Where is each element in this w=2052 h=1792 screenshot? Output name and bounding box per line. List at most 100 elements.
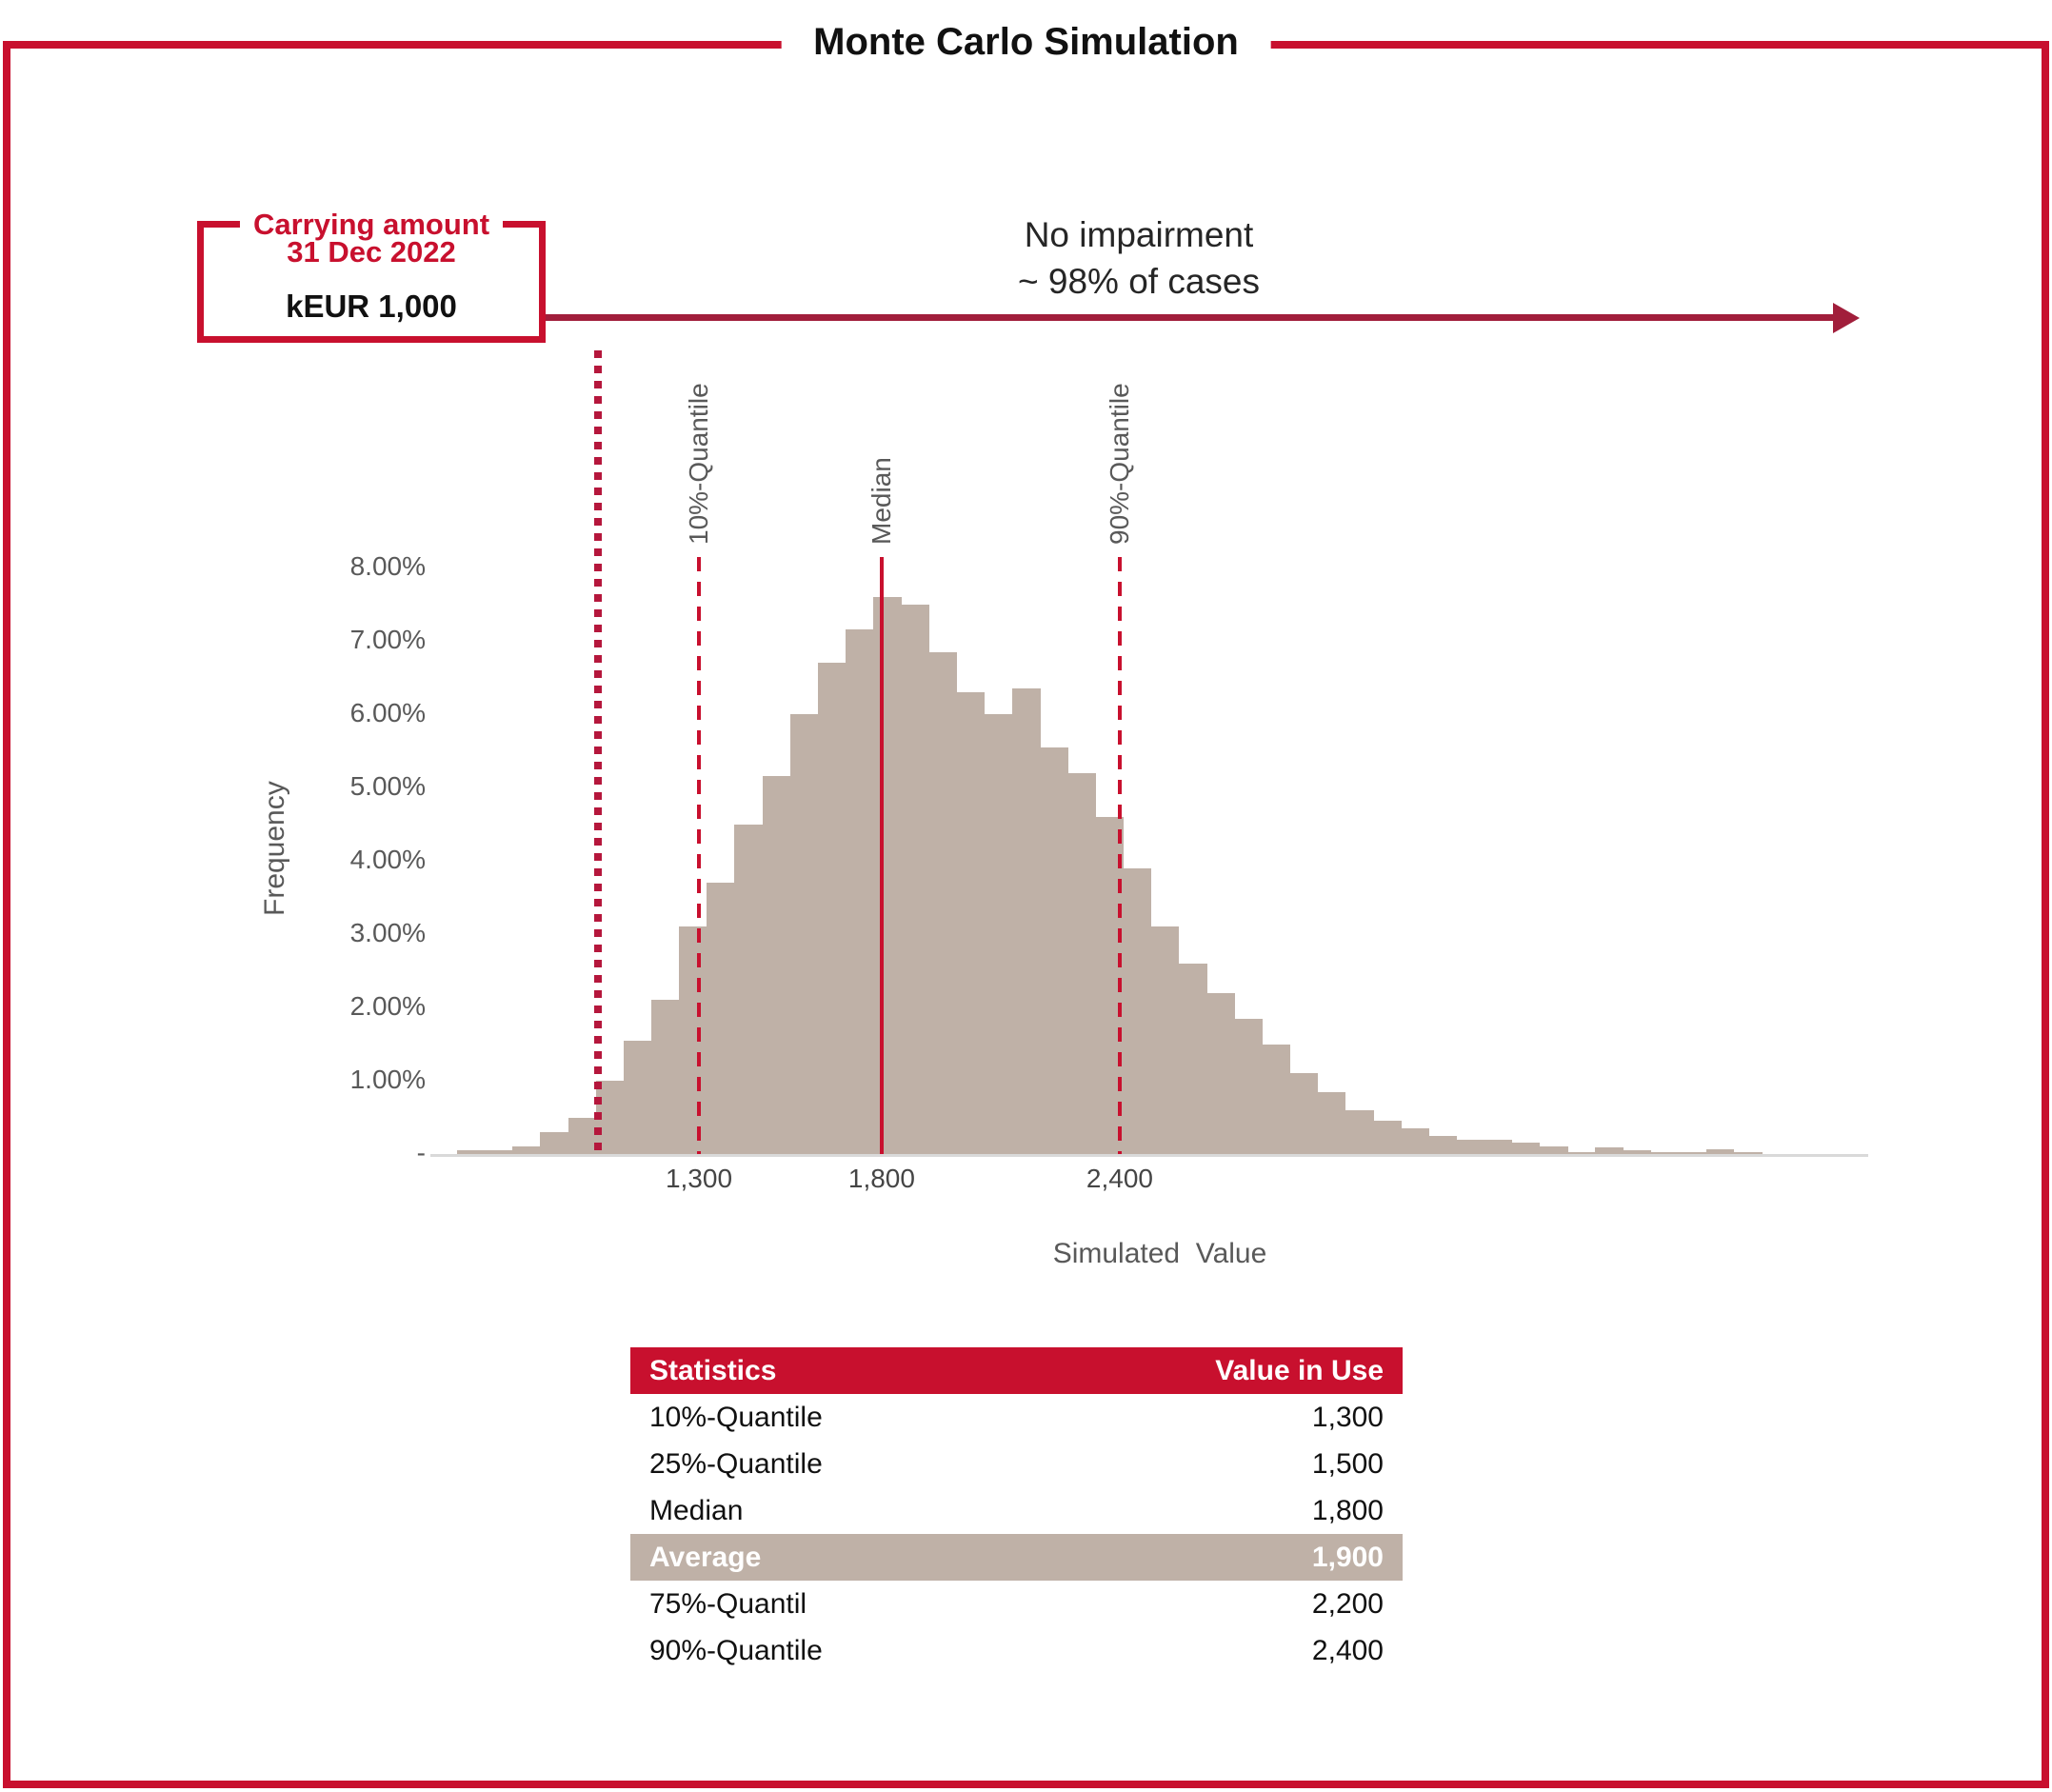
histogram-bar [1733,1152,1763,1154]
table-header-value-in-use: Value in Use [1215,1354,1384,1386]
histogram-bar [568,1117,597,1154]
histogram-bar [846,629,874,1154]
histogram-bar [817,663,847,1154]
no-impairment-line1: No impairment [1024,215,1254,254]
y-tick-label: 5.00% [349,771,426,801]
median-line [879,557,884,1154]
histogram-bar [1011,688,1041,1154]
histogram-bar [1650,1152,1680,1154]
histogram-bar [1678,1152,1707,1154]
histogram-bar [1345,1109,1374,1154]
histogram-bar [1456,1139,1485,1154]
row-label: Average [649,1541,762,1573]
histogram-bar [1623,1150,1651,1154]
histogram-bar [1206,992,1235,1154]
q10-line [696,557,701,1154]
histogram-bar [1317,1091,1346,1154]
row-value: 1,900 [1311,1541,1384,1573]
row-value: 2,200 [1311,1587,1384,1620]
histogram-bar [1705,1149,1735,1154]
histogram-bar [1566,1152,1596,1154]
table-body: 10%-Quantile 1,300 25%-Quantile 1,500 Median… [630,1394,1403,1674]
histogram-bar [485,1150,513,1154]
statistics-table: Statistics Value in Use 10%-Quantile 1,30… [630,1347,1403,1674]
histogram-bar [1150,926,1180,1154]
y-tick-label: 4.00% [349,845,426,874]
histogram-bar [651,1000,680,1154]
table-header-statistics: Statistics [649,1354,777,1386]
carrying-amount-label: Carrying amount [239,208,504,243]
row-label: 10%-Quantile [649,1401,823,1433]
row-label: 75%-Quantil [649,1587,807,1620]
histogram-bar [873,596,902,1154]
histogram-bar [1178,963,1207,1154]
histogram-bar [1067,772,1096,1154]
histogram-bar [734,824,764,1154]
x-tick-label: 2,400 [1086,1164,1153,1193]
x-tick-label: 1,300 [665,1164,733,1193]
table-header-row: Statistics Value in Use [630,1347,1403,1394]
q90-line-label: 90%-Quantile [1104,383,1134,545]
histogram-bar [1539,1146,1568,1154]
histogram-bar [707,883,736,1154]
histogram-bar [1595,1147,1624,1154]
histogram-bar [901,604,930,1154]
histogram-bar [1289,1073,1319,1154]
y-tick-label: 8.00% [349,551,426,581]
histogram-bar [512,1146,542,1154]
histogram-bar [1372,1121,1402,1154]
histogram-bar [1123,867,1152,1154]
y-tick-label: 3.00% [349,918,426,947]
table-row: 90%-Quantile 2,400 [630,1627,1403,1674]
y-tick-label: 6.00% [349,698,426,727]
histogram-bar [1401,1128,1429,1154]
carrying-amount-box: Carrying amount 31 Dec 2022 kEUR 1,000 [197,208,546,343]
histogram-bar [679,926,707,1154]
histogram-bar [1234,1018,1263,1154]
row-label: 25%-Quantile [649,1447,823,1480]
histogram-bar [762,776,791,1154]
histogram-bar [1484,1139,1513,1154]
table-row: Median 1,800 [630,1487,1403,1534]
x-axis-line [430,1154,1868,1157]
no-impairment-annotation: No impairment ~ 98% of cases [948,211,1329,305]
histogram-bar [1511,1143,1541,1154]
row-value: 2,400 [1311,1634,1384,1666]
row-value: 1,500 [1311,1447,1384,1480]
histogram-bar [928,651,958,1154]
histogram-bar [956,691,986,1154]
row-label: 90%-Quantile [649,1634,823,1666]
arrow-head-icon [1833,303,1860,333]
carrying-amount-line [593,350,602,1154]
page-title: Monte Carlo Simulation [781,21,1271,64]
y-tick-label: 2.00% [349,991,426,1021]
x-tick-label: 1,800 [847,1164,915,1193]
y-tick-label: - [416,1138,426,1167]
histogram-bar [984,714,1013,1154]
q90-line [1117,557,1122,1154]
table-row: 10%-Quantile 1,300 [630,1394,1403,1441]
histogram-bar [1262,1044,1291,1154]
y-axis-title: Frequency [259,781,290,916]
histogram-bar [457,1150,486,1154]
histogram-bar [789,714,819,1154]
y-tick-label: 1.00% [349,1065,426,1094]
q10-line-label: 10%-Quantile [683,383,713,545]
row-label: Median [649,1494,744,1526]
table-row: Average 1,900 [630,1534,1403,1581]
histogram-bar [540,1131,569,1154]
histogram-bar [1428,1135,1457,1154]
carrying-amount-date: 31 Dec 2022 [287,235,456,269]
no-impairment-arrow-line [546,314,1838,321]
histogram-bar [623,1040,652,1154]
histogram-bar [1040,747,1068,1154]
carrying-amount-value: kEUR 1,000 [286,289,457,324]
no-impairment-line2: ~ 98% of cases [1017,262,1260,301]
x-axis-title: Simulated Value [1052,1238,1267,1269]
row-value: 1,800 [1311,1494,1384,1526]
median-line-label: Median [866,457,896,545]
table-row: 75%-Quantil 2,200 [630,1581,1403,1627]
y-tick-label: 7.00% [349,625,426,654]
table-row: 25%-Quantile 1,500 [630,1441,1403,1487]
